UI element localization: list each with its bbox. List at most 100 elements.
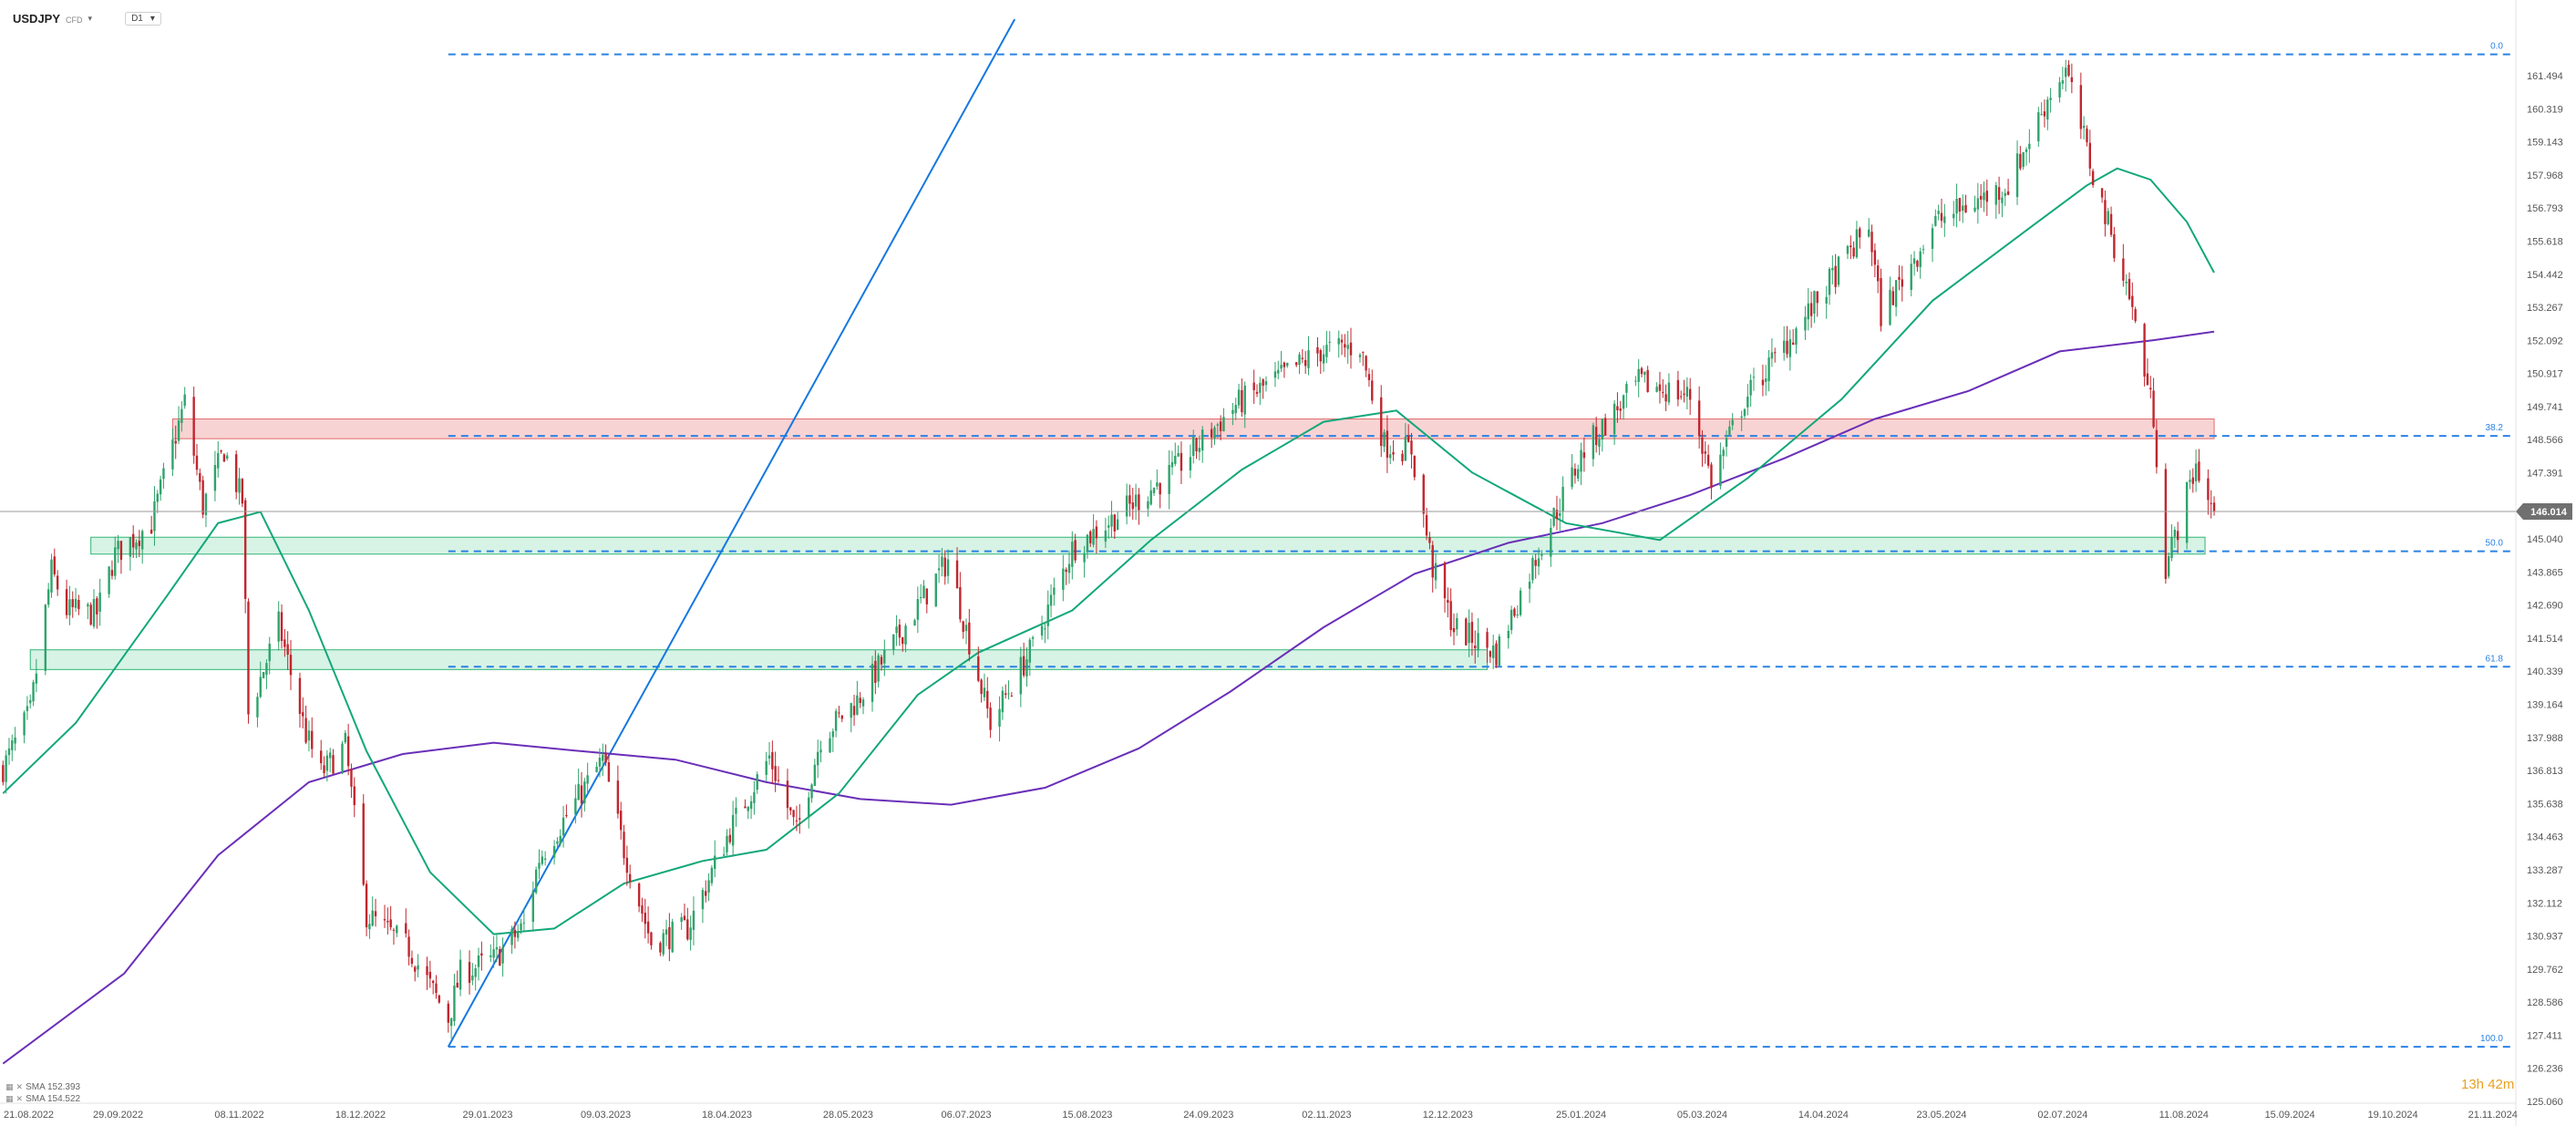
candle-body[interactable] bbox=[1234, 405, 1237, 414]
candle-body[interactable] bbox=[665, 929, 668, 935]
candle-body[interactable] bbox=[689, 927, 692, 941]
candle-body[interactable] bbox=[1880, 278, 1882, 326]
candle-body[interactable] bbox=[1113, 514, 1117, 532]
candle-body[interactable] bbox=[2037, 112, 2040, 141]
candle-body[interactable] bbox=[1809, 303, 1813, 316]
candle-body[interactable] bbox=[1573, 469, 1577, 476]
candle-body[interactable] bbox=[2028, 143, 2031, 150]
candle-body[interactable] bbox=[1837, 256, 1840, 285]
candle-body[interactable] bbox=[1953, 213, 1955, 219]
candle-body[interactable] bbox=[749, 801, 753, 810]
candle-body[interactable] bbox=[213, 465, 217, 491]
candle-body[interactable] bbox=[595, 766, 598, 772]
candle-body[interactable] bbox=[902, 636, 904, 645]
candle-body[interactable] bbox=[53, 556, 57, 574]
symbol-chevron-down-icon[interactable]: ▾ bbox=[88, 13, 93, 23]
candle-body[interactable] bbox=[110, 570, 114, 576]
legend-row-sma-slow[interactable]: ▦ ✕ SMA 152.393 bbox=[5, 1081, 80, 1093]
candle-body[interactable] bbox=[1149, 490, 1152, 505]
candle-body[interactable] bbox=[2198, 461, 2200, 481]
candle-body[interactable] bbox=[934, 573, 937, 607]
candle-body[interactable] bbox=[1298, 354, 1301, 366]
candle-body[interactable] bbox=[1468, 623, 1470, 644]
candle-body[interactable] bbox=[1786, 340, 1788, 355]
candle-body[interactable] bbox=[2212, 502, 2216, 511]
candle-body[interactable] bbox=[1507, 630, 1510, 638]
candle-body[interactable] bbox=[405, 923, 407, 934]
candle-body[interactable] bbox=[726, 835, 728, 852]
candle-body[interactable] bbox=[1555, 510, 1559, 519]
candle-body[interactable] bbox=[1025, 659, 1028, 677]
candle-body[interactable] bbox=[1985, 191, 1989, 202]
candle-body[interactable] bbox=[816, 751, 819, 766]
candle-body[interactable] bbox=[1089, 531, 1092, 543]
candle-body[interactable] bbox=[1219, 421, 1222, 431]
candle-body[interactable] bbox=[559, 835, 562, 844]
candle-body[interactable] bbox=[1976, 198, 1980, 210]
candle-body[interactable] bbox=[1449, 601, 1452, 631]
candle-body[interactable] bbox=[834, 710, 838, 731]
candle-body[interactable] bbox=[1613, 403, 1616, 435]
candle-body[interactable] bbox=[1912, 258, 1916, 264]
candle-body[interactable] bbox=[859, 697, 861, 704]
candle-body[interactable] bbox=[799, 818, 801, 820]
candle-body[interactable] bbox=[735, 807, 737, 814]
candle-body[interactable] bbox=[2040, 114, 2043, 116]
candle-body[interactable] bbox=[2006, 191, 2010, 195]
candle-body[interactable] bbox=[1943, 216, 1946, 223]
candle-body[interactable] bbox=[2185, 481, 2189, 543]
candle-body[interactable] bbox=[328, 752, 332, 759]
candle-body[interactable] bbox=[1561, 486, 1564, 512]
candle-body[interactable] bbox=[1125, 495, 1128, 517]
candle-body[interactable] bbox=[65, 589, 68, 615]
candle-body[interactable] bbox=[495, 946, 499, 950]
candle-body[interactable] bbox=[386, 921, 389, 923]
candle-body[interactable] bbox=[583, 781, 586, 804]
candle-body[interactable] bbox=[983, 687, 986, 697]
candle-body[interactable] bbox=[140, 531, 144, 550]
candle-body[interactable] bbox=[946, 559, 950, 576]
candle-body[interactable] bbox=[2022, 151, 2025, 168]
candle-body[interactable] bbox=[538, 863, 541, 869]
candle-body[interactable] bbox=[201, 480, 204, 515]
candle-body[interactable] bbox=[1410, 440, 1413, 455]
candle-body[interactable] bbox=[1876, 265, 1880, 282]
candle-body[interactable] bbox=[2088, 142, 2091, 169]
candle-body[interactable] bbox=[1940, 212, 1943, 222]
candle-body[interactable] bbox=[1804, 316, 1807, 331]
candle-body[interactable] bbox=[838, 712, 840, 714]
candle-body[interactable] bbox=[1619, 408, 1622, 411]
candle-body[interactable] bbox=[1086, 534, 1089, 553]
candle-body[interactable] bbox=[1706, 454, 1710, 466]
candle-body[interactable] bbox=[531, 890, 535, 923]
candle-body[interactable] bbox=[1243, 385, 1246, 415]
candle-body[interactable] bbox=[1994, 185, 1997, 205]
candle-body[interactable] bbox=[410, 957, 414, 965]
candle-body[interactable] bbox=[1040, 625, 1044, 636]
candle-body[interactable] bbox=[1049, 594, 1053, 606]
candle-body[interactable] bbox=[1704, 451, 1706, 454]
candle-body[interactable] bbox=[1447, 599, 1449, 603]
candle-body[interactable] bbox=[280, 612, 283, 642]
candle-body[interactable] bbox=[2167, 556, 2170, 577]
candle-body[interactable] bbox=[619, 811, 623, 831]
candle-body[interactable] bbox=[623, 832, 625, 859]
candle-body[interactable] bbox=[1770, 352, 1774, 359]
candle-body[interactable] bbox=[302, 712, 304, 717]
candle-body[interactable] bbox=[2194, 463, 2198, 481]
candle-body[interactable] bbox=[1456, 617, 1458, 630]
candle-body[interactable] bbox=[1722, 449, 1725, 457]
sma-slow-line[interactable] bbox=[2, 330, 2215, 1065]
candle-body[interactable] bbox=[517, 932, 520, 938]
candle-body[interactable] bbox=[1592, 425, 1595, 460]
candle-body[interactable] bbox=[813, 764, 817, 786]
candle-body[interactable] bbox=[1725, 438, 1728, 448]
candle-body[interactable] bbox=[1676, 379, 1680, 400]
candle-body[interactable] bbox=[177, 420, 180, 441]
candle-body[interactable] bbox=[520, 923, 522, 931]
candle-body[interactable] bbox=[1834, 265, 1837, 287]
candle-body[interactable] bbox=[1955, 199, 1958, 214]
candle-body[interactable] bbox=[2061, 80, 2065, 84]
candle-body[interactable] bbox=[602, 754, 604, 761]
